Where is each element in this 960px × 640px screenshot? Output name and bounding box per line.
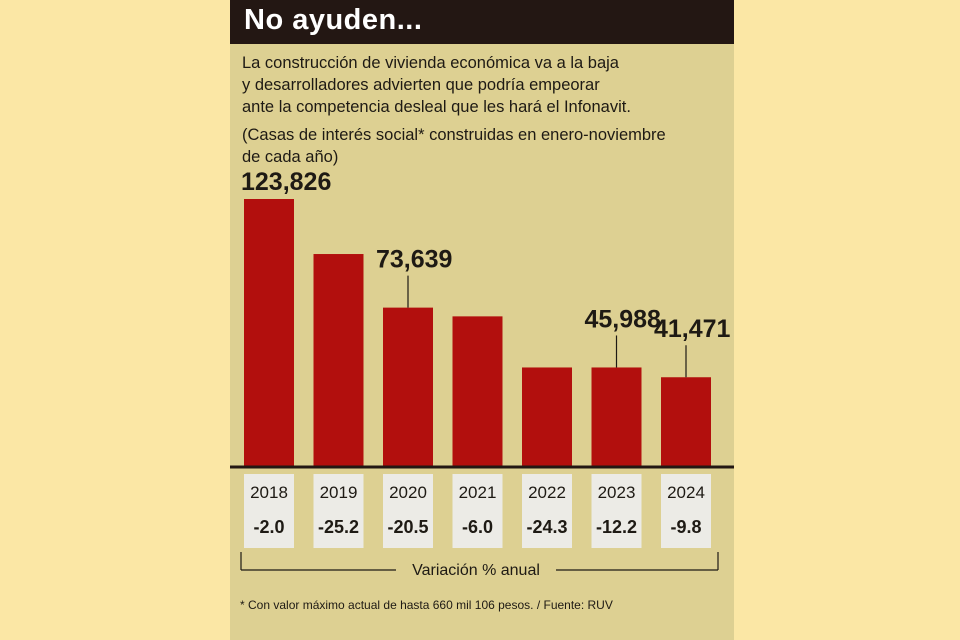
bar-2019 — [313, 254, 364, 467]
year-label-2019: 2019 — [320, 483, 358, 502]
variation-label-2024: -9.8 — [670, 517, 701, 537]
year-box-2019 — [313, 474, 364, 548]
year-box-2022 — [522, 474, 572, 548]
description-line-3: ante la competencia desleal que les hará… — [242, 98, 631, 116]
bar-2023 — [591, 367, 642, 467]
bar-2022 — [522, 367, 572, 467]
year-box-2018 — [244, 474, 294, 548]
variation-label-2023: -12.2 — [596, 517, 637, 537]
bar-2021 — [452, 316, 503, 467]
value-label-2024: 41,471 — [654, 315, 731, 343]
value-label-2023: 45,988 — [585, 305, 662, 333]
variation-label-2019: -25.2 — [318, 517, 359, 537]
variation-label-2021: -6.0 — [462, 517, 493, 537]
variation-caption: Variación % anual — [412, 562, 540, 579]
bar-2024 — [661, 377, 711, 467]
value-label-2018: 123,826 — [241, 168, 331, 196]
year-label-2020: 2020 — [389, 483, 427, 502]
subtitle-line-1: (Casas de interés social* construidas en… — [242, 126, 666, 144]
description-line-2: y desarrolladores advierten que podría e… — [242, 76, 600, 94]
variation-label-2020: -20.5 — [387, 517, 428, 537]
year-label-2023: 2023 — [598, 483, 636, 502]
subtitle-line-2: de cada año) — [242, 148, 339, 166]
year-label-2021: 2021 — [459, 483, 497, 502]
year-label-2024: 2024 — [667, 483, 705, 502]
bar-chart: 123,826 2018 -2.0 2019 -25.2 73,639 2020 -20.5 2… — [230, 168, 734, 579]
chart-title: No ayuden... — [244, 4, 423, 36]
variation-label-2018: -2.0 — [253, 517, 284, 537]
year-box-2020 — [383, 474, 433, 548]
variation-label-2022: -24.3 — [526, 517, 567, 537]
year-label-2018: 2018 — [250, 483, 288, 502]
value-label-2020: 73,639 — [376, 246, 452, 274]
bar-2018 — [244, 199, 294, 467]
description-line-1: La construcción de vivienda económica va… — [242, 54, 619, 72]
year-label-2022: 2022 — [528, 483, 566, 502]
title-bar: No ayuden... — [230, 0, 734, 44]
footnote: * Con valor máximo actual de hasta 660 m… — [240, 598, 613, 612]
chart-panel: No ayuden... La construcción de vivienda… — [230, 0, 734, 640]
bar-2020 — [383, 307, 433, 467]
year-box-2021 — [452, 474, 503, 548]
year-box-2024 — [661, 474, 711, 548]
year-box-2023 — [591, 474, 642, 548]
